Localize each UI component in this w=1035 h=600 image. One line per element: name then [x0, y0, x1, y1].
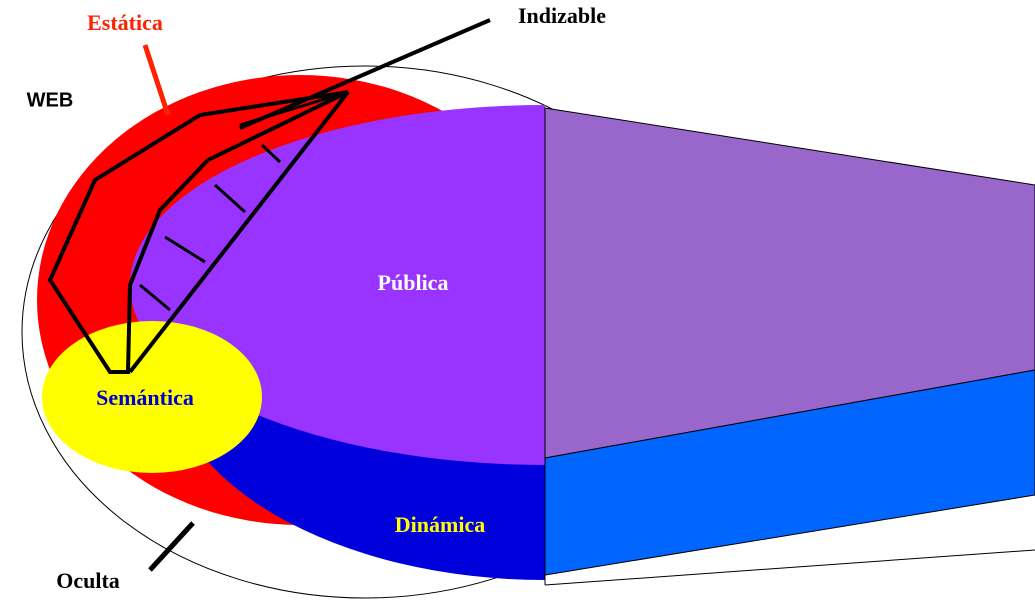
public-label: Pública	[378, 270, 449, 295]
static-pointer	[142, 44, 171, 116]
dynamic-label: Dinámica	[395, 512, 485, 537]
web-label: WEB	[27, 89, 74, 111]
hidden-label: Oculta	[56, 568, 120, 593]
static-label: Estática	[87, 10, 163, 35]
hatch	[139, 143, 282, 312]
hidden-pointer	[148, 521, 195, 572]
indexable-pointer	[239, 18, 491, 130]
semantic-label: Semántica	[96, 385, 194, 410]
indexable-label: Indizable	[518, 3, 606, 28]
hidden-funnel-line	[544, 549, 1035, 586]
semantic-region	[42, 321, 262, 473]
indexable-outline	[47, 90, 350, 374]
